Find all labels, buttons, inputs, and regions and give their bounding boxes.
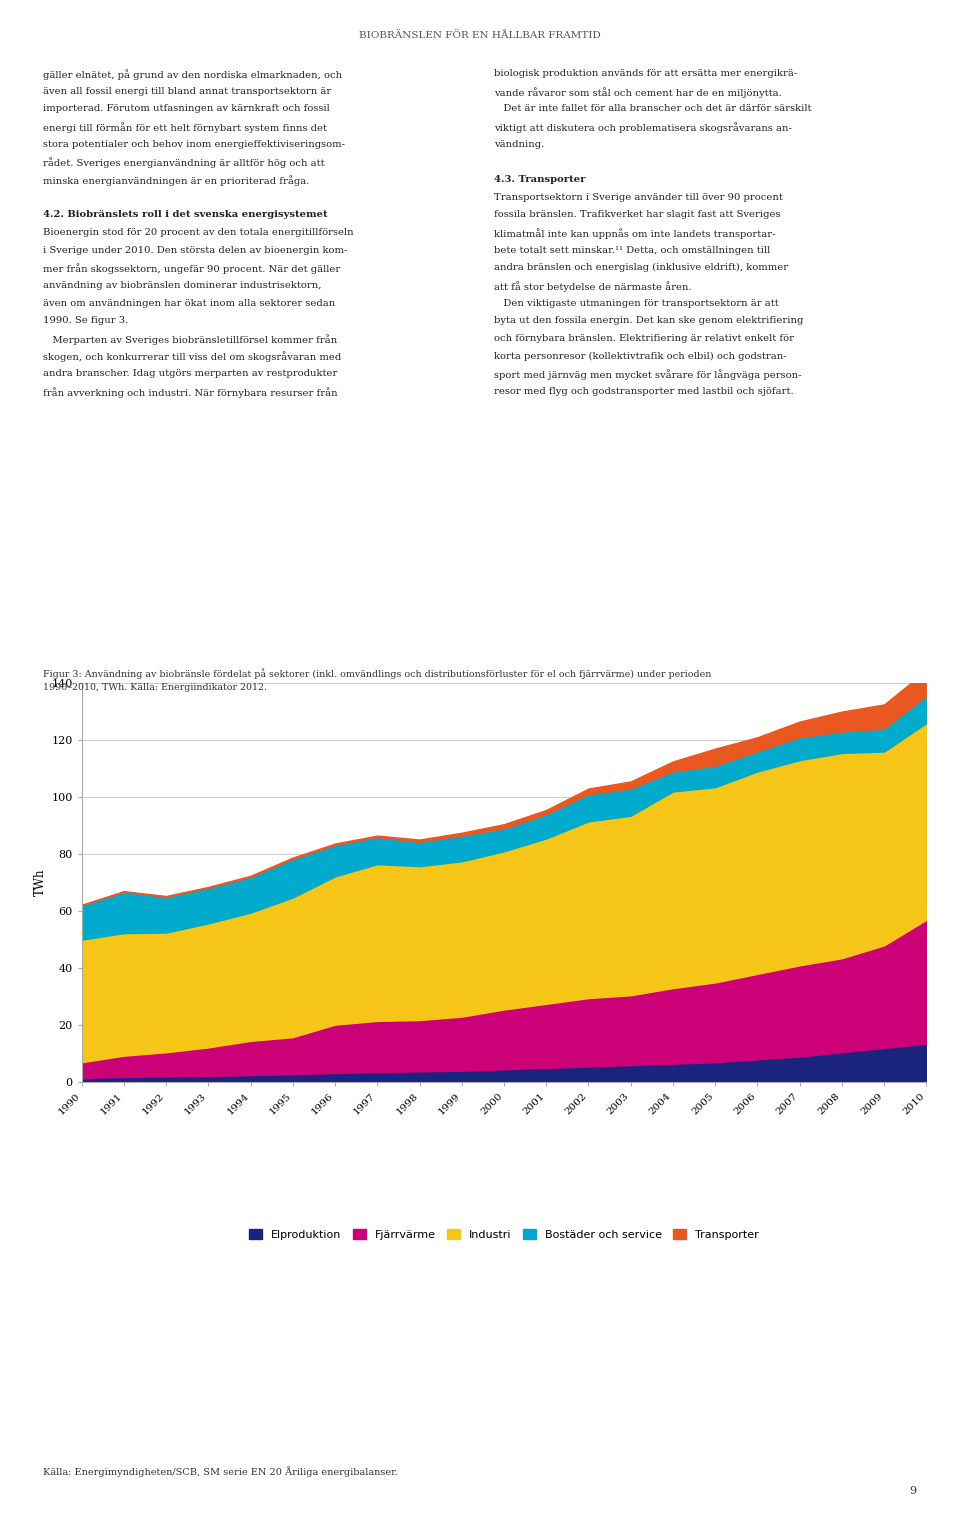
Text: minska energianvändningen är en prioriterad fråga.: minska energianvändningen är en priorite… [43, 175, 309, 186]
Text: bete totalt sett minskar.¹¹ Detta, och omställningen till: bete totalt sett minskar.¹¹ Detta, och o… [494, 246, 771, 255]
Text: mer från skogssektorn, ungefär 90 procent. När det gäller: mer från skogssektorn, ungefär 90 procen… [43, 262, 341, 275]
Text: andra branscher. Idag utgörs merparten av restprodukter: andra branscher. Idag utgörs merparten a… [43, 368, 338, 378]
Text: även om användningen har ökat inom alla sektorer sedan: även om användningen har ökat inom alla … [43, 298, 335, 307]
Text: vändning.: vändning. [494, 140, 544, 149]
Text: 9: 9 [910, 1486, 917, 1497]
Legend: Elproduktion, Fjärrvärme, Industri, Bostäder och service, Transporter: Elproduktion, Fjärrvärme, Industri, Bost… [245, 1225, 763, 1245]
Text: vande råvaror som stål och cement har de en miljönytta.: vande råvaror som stål och cement har de… [494, 86, 782, 98]
Text: från avverkning och industri. När förnybara resurser från: från avverkning och industri. När förnyb… [43, 387, 338, 398]
Text: även all fossil energi till bland annat transportsektorn är: även all fossil energi till bland annat … [43, 86, 331, 95]
Text: klimatmål inte kan uppnås om inte landets transportar-: klimatmål inte kan uppnås om inte landet… [494, 227, 776, 239]
Text: skogen, och konkurrerar till viss del om skogsråvaran med: skogen, och konkurrerar till viss del om… [43, 352, 342, 362]
Text: 4.2. Biobränslets roll i det svenska energisystemet: 4.2. Biobränslets roll i det svenska ene… [43, 210, 327, 220]
Text: stora potentialer och behov inom energieffektiviseringsom-: stora potentialer och behov inom energie… [43, 140, 346, 149]
Text: fossila bränslen. Trafikverket har slagit fast att Sveriges: fossila bränslen. Trafikverket har slagi… [494, 210, 780, 220]
Text: BIOBRÄNSLEN FÖR EN HÅLLBAR FRAMTID: BIOBRÄNSLEN FÖR EN HÅLLBAR FRAMTID [359, 31, 601, 40]
Text: importerad. Förutom utfasningen av kärnkraft och fossil: importerad. Förutom utfasningen av kärnk… [43, 104, 330, 114]
Text: viktigt att diskutera och problematisera skogsråvarans an-: viktigt att diskutera och problematisera… [494, 121, 792, 134]
Text: 4.3. Transporter: 4.3. Transporter [494, 175, 586, 184]
Text: Det är inte fallet för alla branscher och det är därför särskilt: Det är inte fallet för alla branscher oc… [494, 104, 812, 114]
Text: i Sverige under 2010. Den största delen av bioenergin kom-: i Sverige under 2010. Den största delen … [43, 246, 348, 255]
Text: energi till förmån för ett helt förnybart system finns det: energi till förmån för ett helt förnybar… [43, 121, 327, 134]
Text: rådet. Sveriges energianvändning är alltför hög och att: rådet. Sveriges energianvändning är allt… [43, 157, 324, 169]
Text: Den viktigaste utmaningen för transportsektorn är att: Den viktigaste utmaningen för transports… [494, 298, 780, 307]
Text: sport med järnväg men mycket svårare för långväga person-: sport med järnväg men mycket svårare för… [494, 368, 802, 381]
Text: korta personresor (kollektivtrafik och elbil) och godstran-: korta personresor (kollektivtrafik och e… [494, 352, 787, 361]
Text: andra bränslen och energislag (inklusive eldrift), kommer: andra bränslen och energislag (inklusive… [494, 262, 788, 272]
Text: biologisk produktion används för att ersätta mer energikrä-: biologisk produktion används för att ers… [494, 69, 798, 78]
Text: Bioenergin stod för 20 procent av den totala energitillförseln: Bioenergin stod för 20 procent av den to… [43, 227, 354, 236]
Text: 1990–2010, TWh. Källa: Energiindikator 2012.: 1990–2010, TWh. Källa: Energiindikator 2… [43, 683, 267, 692]
Text: Merparten av Sveriges biobränsletillförsel kommer från: Merparten av Sveriges biobränsletillförs… [43, 333, 338, 345]
Text: att få stor betydelse de närmaste åren.: att få stor betydelse de närmaste åren. [494, 281, 692, 292]
Text: byta ut den fossila energin. Det kan ske genom elektrifiering: byta ut den fossila energin. Det kan ske… [494, 316, 804, 325]
Text: resor med flyg och godstransporter med lastbil och sjöfart.: resor med flyg och godstransporter med l… [494, 387, 794, 396]
Text: Figur 3: Användning av biobränsle fördelat på sektorer (inkl. omvändlings och di: Figur 3: Användning av biobränsle fördel… [43, 668, 711, 678]
Text: Transportsektorn i Sverige använder till över 90 procent: Transportsektorn i Sverige använder till… [494, 192, 783, 201]
Text: gäller elnätet, på grund av den nordiska elmarknaden, och: gäller elnätet, på grund av den nordiska… [43, 69, 343, 80]
Text: och förnybara bränslen. Elektrifiering är relativt enkelt för: och förnybara bränslen. Elektrifiering ä… [494, 333, 794, 342]
Text: Källa: Energimyndigheten/SCB, SM serie EN 20 Åriliga energibalanser.: Källa: Energimyndigheten/SCB, SM serie E… [43, 1466, 398, 1477]
Text: användning av biobränslen dominerar industrisektorn,: användning av biobränslen dominerar indu… [43, 281, 322, 290]
Y-axis label: TWh: TWh [34, 869, 47, 896]
Text: 1990. Se figur 3.: 1990. Se figur 3. [43, 316, 129, 325]
